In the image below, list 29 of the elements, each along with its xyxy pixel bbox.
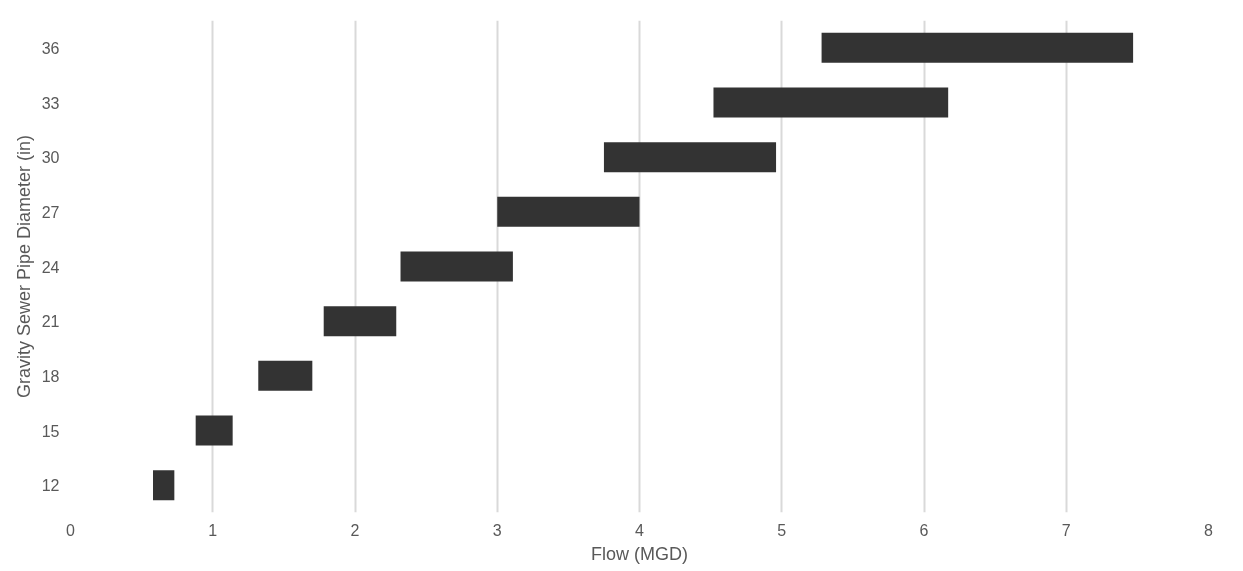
y-tick-label: 24: [41, 258, 60, 276]
y-tick-label: 36: [41, 39, 60, 57]
bar: [153, 470, 175, 501]
y-tick-label: 30: [41, 149, 60, 167]
bar: [400, 251, 513, 282]
x-tick-label: 5: [777, 521, 787, 539]
x-tick-label: 3: [492, 521, 502, 539]
x-tick-label: 6: [919, 521, 929, 539]
y-tick-label: 15: [41, 422, 60, 440]
x-tick-label: 4: [635, 521, 645, 539]
x-tick-label: 8: [1204, 521, 1214, 539]
bar: [258, 360, 313, 391]
bar: [323, 306, 397, 337]
y-tick-label: 18: [41, 367, 60, 385]
x-tick-label: 0: [66, 521, 76, 539]
bar: [497, 196, 640, 227]
y-tick-label: 33: [41, 94, 60, 112]
bar: [195, 415, 233, 446]
x-axis-title: Flow (MGD): [591, 543, 689, 564]
y-tick-label: 27: [41, 203, 60, 221]
x-tick-label: 1: [208, 521, 218, 539]
y-tick-label: 21: [41, 313, 60, 331]
bar: [713, 87, 949, 118]
y-tick-label: 12: [41, 477, 60, 495]
bar: [821, 32, 1134, 63]
x-tick-label: 7: [1061, 521, 1071, 539]
x-tick-label: 2: [350, 521, 360, 539]
y-axis-title: Gravity Sewer Pipe Diameter (in): [13, 134, 34, 399]
bar: [603, 142, 777, 173]
